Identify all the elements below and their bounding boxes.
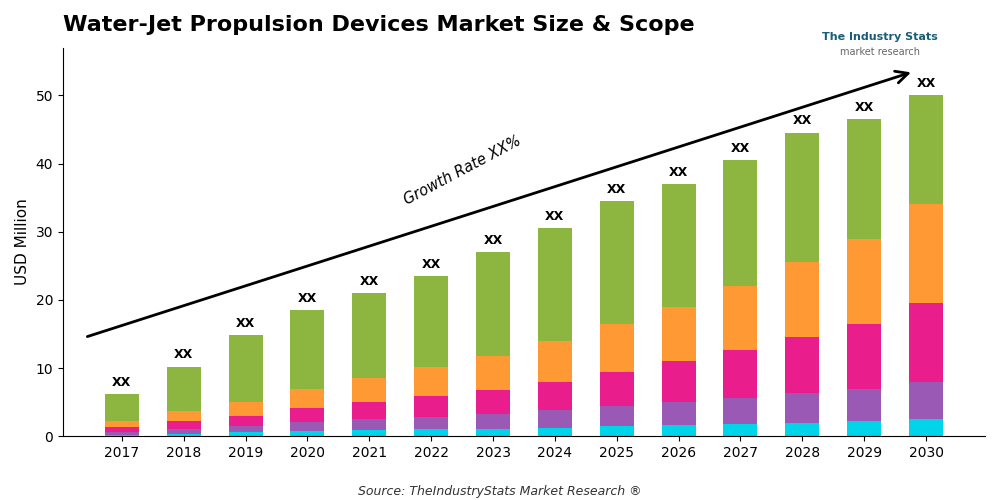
Bar — [290, 388, 324, 407]
Bar — [662, 426, 696, 436]
Bar — [847, 422, 881, 436]
Bar — [538, 410, 572, 428]
Bar — [785, 394, 819, 422]
Bar — [600, 406, 634, 426]
Bar — [167, 429, 201, 434]
Text: XX: XX — [483, 234, 503, 246]
Bar — [847, 324, 881, 388]
Text: XX: XX — [731, 142, 750, 154]
Text: XX: XX — [298, 292, 317, 304]
Text: market research: market research — [840, 47, 920, 57]
Bar — [600, 426, 634, 436]
Bar — [229, 432, 263, 436]
Text: XX: XX — [422, 258, 441, 270]
Text: XX: XX — [607, 182, 626, 196]
Bar — [352, 378, 386, 402]
Bar — [847, 388, 881, 422]
Bar — [847, 120, 881, 238]
Bar — [723, 350, 757, 398]
Bar — [662, 362, 696, 402]
Bar — [785, 338, 819, 394]
Bar — [662, 184, 696, 306]
Text: The Industry Stats: The Industry Stats — [822, 32, 938, 42]
Bar — [723, 424, 757, 436]
Bar — [600, 372, 634, 406]
Bar — [785, 133, 819, 262]
Bar — [167, 422, 201, 429]
Bar — [229, 426, 263, 432]
Bar — [723, 398, 757, 424]
Text: XX: XX — [793, 114, 812, 128]
Bar — [105, 394, 139, 421]
Bar — [414, 276, 448, 366]
Bar — [538, 228, 572, 341]
Bar — [105, 432, 139, 434]
Bar — [476, 390, 510, 414]
Bar — [723, 286, 757, 350]
Bar — [476, 414, 510, 429]
Text: XX: XX — [112, 376, 131, 388]
Bar — [352, 419, 386, 430]
Bar — [229, 336, 263, 402]
Text: XX: XX — [236, 317, 255, 330]
Bar — [785, 422, 819, 436]
Bar — [105, 422, 139, 428]
Bar — [538, 341, 572, 382]
Bar — [476, 429, 510, 436]
Text: XX: XX — [545, 210, 565, 223]
Bar — [909, 96, 943, 204]
Bar — [785, 262, 819, 338]
Text: XX: XX — [855, 101, 874, 114]
Bar — [352, 402, 386, 419]
Bar — [662, 306, 696, 362]
Bar — [847, 238, 881, 324]
Y-axis label: USD Million: USD Million — [15, 198, 30, 286]
Bar — [909, 419, 943, 436]
Bar — [909, 304, 943, 382]
Bar — [414, 430, 448, 436]
Bar — [662, 402, 696, 425]
Text: XX: XX — [174, 348, 193, 362]
Bar — [600, 324, 634, 372]
Bar — [167, 366, 201, 411]
Bar — [167, 434, 201, 436]
Bar — [229, 402, 263, 416]
Bar — [229, 416, 263, 426]
Bar — [290, 422, 324, 431]
Bar — [723, 160, 757, 286]
Bar — [352, 430, 386, 436]
Bar — [414, 416, 448, 430]
Bar — [476, 252, 510, 356]
Bar — [600, 201, 634, 324]
Text: XX: XX — [669, 166, 688, 178]
Bar — [290, 408, 324, 422]
Bar — [105, 428, 139, 432]
Text: Water-Jet Propulsion Devices Market Size & Scope: Water-Jet Propulsion Devices Market Size… — [63, 15, 695, 35]
Bar — [538, 382, 572, 410]
Bar — [105, 434, 139, 436]
Bar — [414, 396, 448, 416]
Bar — [414, 366, 448, 396]
Text: XX: XX — [916, 77, 936, 90]
Text: Growth Rate XX%: Growth Rate XX% — [401, 134, 523, 208]
Text: Source: TheIndustryStats Market Research ®: Source: TheIndustryStats Market Research… — [358, 485, 642, 498]
Bar — [909, 382, 943, 419]
Text: XX: XX — [360, 274, 379, 287]
Bar — [476, 356, 510, 390]
Bar — [538, 428, 572, 436]
Bar — [167, 411, 201, 422]
Bar — [352, 293, 386, 378]
Bar — [909, 204, 943, 304]
Bar — [290, 431, 324, 436]
Bar — [290, 310, 324, 388]
